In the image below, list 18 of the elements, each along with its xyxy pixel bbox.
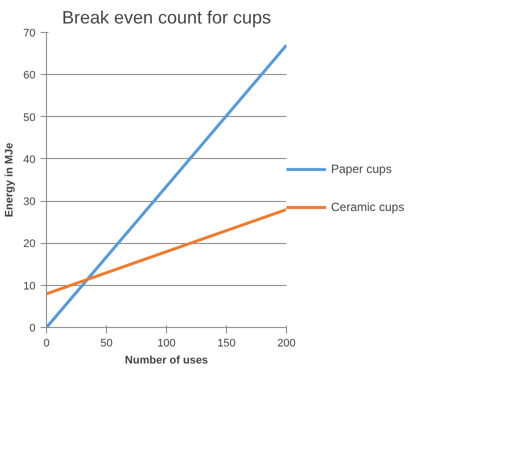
- y-axis-title: Energy in MJe: [3, 142, 16, 218]
- y-tick-label: 60: [23, 70, 36, 82]
- x-tick-label: 0: [43, 338, 50, 350]
- y-tick-label: 20: [23, 238, 36, 250]
- x-tick-label: 200: [277, 338, 296, 350]
- legend-label: Paper cups: [331, 162, 392, 176]
- y-tick-label: 50: [23, 112, 36, 124]
- x-tick-label: 50: [100, 338, 113, 350]
- chart-title: Break even count for cups: [62, 8, 272, 28]
- x-tick-label: 150: [217, 338, 236, 350]
- x-tick-label: 100: [157, 338, 176, 350]
- x-axis-title: Number of uses: [124, 354, 208, 366]
- y-tick-label: 10: [23, 280, 36, 292]
- y-tick-label: 0: [29, 322, 36, 334]
- y-tick-label: 70: [23, 28, 36, 40]
- y-tick-label: 30: [23, 196, 36, 208]
- legend-label: Ceramic cups: [331, 200, 404, 214]
- y-tick-label: 40: [23, 154, 36, 166]
